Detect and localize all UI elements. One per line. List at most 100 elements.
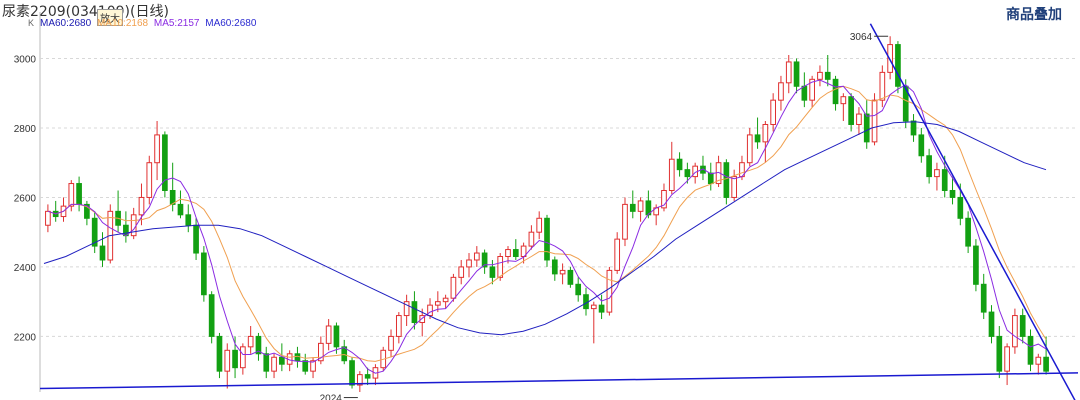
chart-title: 尿素2209(034109)(日线): [2, 4, 169, 20]
candle-body: [185, 214, 192, 226]
candle-body: [177, 203, 184, 216]
candle-body: [941, 169, 948, 191]
candle-body: [988, 311, 995, 337]
candle-body: [544, 217, 550, 261]
candle-body: [902, 85, 909, 122]
candle-body: [466, 259, 472, 268]
ma60-line: [43, 121, 1047, 336]
candle-body: [1012, 315, 1018, 348]
candle-body: [762, 123, 769, 143]
trend-line: [39, 372, 1079, 390]
candle-body: [629, 203, 636, 212]
annotation-label: 2024: [320, 394, 343, 400]
candle-body: [871, 99, 878, 143]
candle-body: [318, 342, 324, 362]
candle-body: [1019, 315, 1026, 337]
candle-body: [411, 301, 418, 324]
candle-body: [575, 283, 582, 296]
candle-body: [949, 189, 956, 198]
candle-body: [809, 78, 815, 101]
candle-body: [388, 335, 394, 351]
candle-body: [528, 231, 535, 247]
candle-body: [934, 169, 940, 178]
candle-body: [848, 96, 854, 125]
candle-body: [333, 325, 340, 348]
candle-body: [801, 85, 808, 101]
candle-body: [216, 335, 223, 372]
candle-body: [473, 252, 480, 261]
candle-body: [707, 172, 714, 185]
candle-body: [450, 276, 457, 299]
candle-body: [310, 360, 316, 372]
candle-body: [536, 217, 543, 233]
candle-body: [723, 162, 730, 198]
y-tick-label: 2800: [14, 124, 37, 135]
candle-body: [996, 335, 1003, 372]
candle-body: [224, 349, 231, 372]
ma5-line: [47, 79, 1047, 374]
candle-body: [99, 245, 106, 261]
candle-body: [770, 99, 776, 125]
candle-body: [910, 120, 917, 136]
candle-body: [817, 71, 823, 80]
candle-body: [349, 360, 355, 386]
candle-body: [832, 78, 839, 105]
candle-body: [840, 96, 847, 105]
candle-body: [856, 113, 862, 125]
legend-item-1: MA10:2168: [96, 18, 149, 29]
candle-body: [598, 304, 605, 313]
candle-body: [240, 346, 246, 369]
zoom-button[interactable]: 放大: [97, 9, 123, 26]
candle-body: [754, 134, 761, 143]
trend-line: [869, 23, 1076, 400]
candle-body: [559, 269, 566, 275]
candle-body: [957, 196, 964, 219]
candle-body: [980, 283, 987, 313]
candle-body: [325, 325, 332, 344]
candle-body: [255, 335, 262, 355]
candle-body: [68, 183, 75, 207]
candle-body: [614, 238, 621, 271]
candle-body: [442, 297, 449, 303]
candle-body: [785, 61, 792, 84]
candle-body: [247, 335, 254, 348]
candle-body: [76, 183, 82, 205]
candle-body: [637, 200, 644, 212]
candle-body: [512, 249, 519, 258]
candle-body: [146, 162, 153, 198]
y-tick-label: 2400: [14, 263, 37, 274]
brand-logo: 商品叠加: [1006, 7, 1062, 23]
candle-body: [895, 44, 901, 87]
candle-body: [497, 256, 504, 278]
candle-body: [1027, 335, 1034, 365]
candle-body: [279, 356, 285, 365]
candle-body: [481, 252, 488, 268]
candle-body: [505, 249, 511, 258]
candle-body: [551, 259, 558, 275]
candle-body: [676, 158, 683, 171]
candle-body: [731, 176, 738, 198]
candle-body: [458, 266, 465, 278]
candle-body: [793, 61, 800, 87]
y-tick-label: 2200: [14, 332, 37, 343]
candle-body: [1035, 356, 1042, 365]
candle-body: [232, 349, 238, 369]
candle-body: [606, 269, 613, 313]
candle-body: [419, 315, 426, 324]
candle-body: [489, 266, 496, 278]
candle-body: [45, 210, 51, 226]
ma-legend: MA60:2680 MA10:2168 MA5:2157 MA60:2680: [40, 18, 259, 29]
ma10-line: [47, 85, 1047, 362]
candle-body: [887, 44, 893, 73]
candle-body: [661, 189, 667, 209]
candle-body: [668, 158, 675, 191]
annotation-label: 3064: [850, 32, 873, 43]
candle-body: [364, 374, 371, 379]
candle-body: [169, 189, 176, 205]
candle-body: [154, 134, 160, 164]
legend-item-3: MA60:2680: [205, 18, 257, 29]
candle-body: [567, 269, 574, 285]
candle-body: [778, 82, 784, 101]
candle-body: [434, 301, 441, 306]
